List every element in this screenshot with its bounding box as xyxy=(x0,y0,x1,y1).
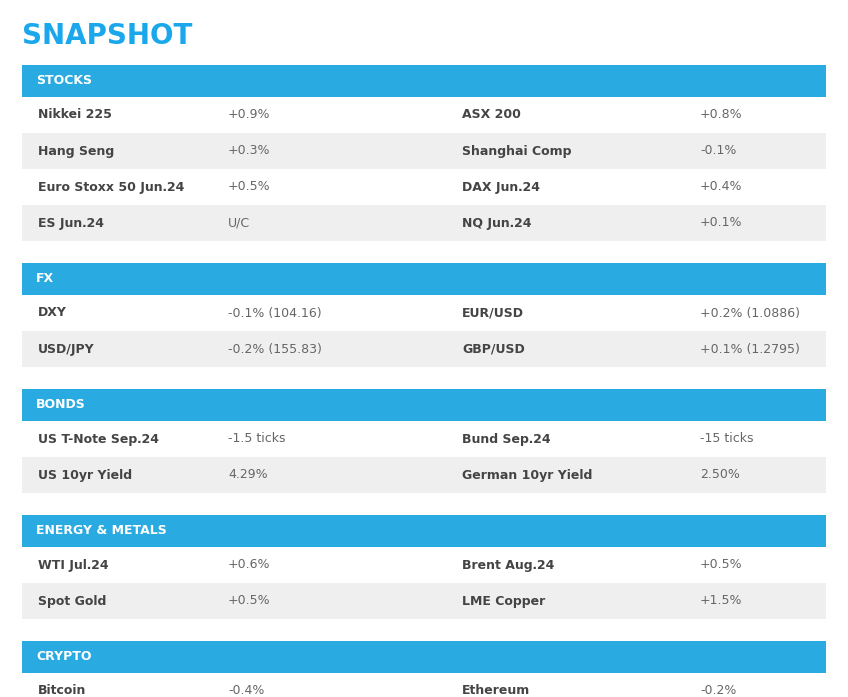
Text: WTI Jul․24: WTI Jul․24 xyxy=(38,558,109,572)
Text: German 10yr Yield: German 10yr Yield xyxy=(462,468,593,482)
Text: US T-Note Sep․24: US T-Note Sep․24 xyxy=(38,433,159,445)
Bar xyxy=(22,169,826,205)
Text: 4.29%: 4.29% xyxy=(228,468,268,482)
Text: Euro Stoxx 50 Jun․24: Euro Stoxx 50 Jun․24 xyxy=(38,181,184,194)
Text: Ethereum: Ethereum xyxy=(462,684,530,697)
Text: +0.3%: +0.3% xyxy=(228,144,271,158)
Text: -15 ticks: -15 ticks xyxy=(700,433,754,445)
Text: CRYPTO: CRYPTO xyxy=(36,650,92,664)
Bar xyxy=(22,263,826,295)
Text: -1.5 ticks: -1.5 ticks xyxy=(228,433,286,445)
Text: Shanghai Comp: Shanghai Comp xyxy=(462,144,572,158)
Text: -0.2%: -0.2% xyxy=(700,684,736,697)
Bar xyxy=(22,547,826,583)
Bar xyxy=(22,389,826,421)
Text: Brent Aug․24: Brent Aug․24 xyxy=(462,558,555,572)
Text: +0.1% (1.2795): +0.1% (1.2795) xyxy=(700,342,800,355)
Bar xyxy=(22,331,826,367)
Text: +1.5%: +1.5% xyxy=(700,595,743,608)
Text: -0.2% (155.83): -0.2% (155.83) xyxy=(228,342,322,355)
Text: SNAPSHOT: SNAPSHOT xyxy=(22,22,192,50)
Text: ASX 200: ASX 200 xyxy=(462,109,521,121)
Text: +0.5%: +0.5% xyxy=(228,181,271,194)
Text: GBP/USD: GBP/USD xyxy=(462,342,525,355)
Bar xyxy=(22,295,826,331)
Text: Nikkei 225: Nikkei 225 xyxy=(38,109,112,121)
Text: U/C: U/C xyxy=(228,217,250,229)
Text: +0.5%: +0.5% xyxy=(228,595,271,608)
Text: Bund Sep․24: Bund Sep․24 xyxy=(462,433,550,445)
Bar xyxy=(22,65,826,97)
Bar xyxy=(22,97,826,133)
Bar xyxy=(22,457,826,493)
Text: EUR/USD: EUR/USD xyxy=(462,307,524,319)
Text: DXY: DXY xyxy=(38,307,67,319)
Text: +0.1%: +0.1% xyxy=(700,217,743,229)
Text: 2.50%: 2.50% xyxy=(700,468,739,482)
Text: Spot Gold: Spot Gold xyxy=(38,595,106,608)
Text: LME Copper: LME Copper xyxy=(462,595,545,608)
Bar xyxy=(22,515,826,547)
Text: +0.4%: +0.4% xyxy=(700,181,743,194)
Text: Hang Seng: Hang Seng xyxy=(38,144,114,158)
Text: +0.6%: +0.6% xyxy=(228,558,271,572)
Text: Bitcoin: Bitcoin xyxy=(38,684,86,697)
Bar xyxy=(22,641,826,673)
Text: +0.2% (1.0886): +0.2% (1.0886) xyxy=(700,307,800,319)
Bar xyxy=(22,133,826,169)
Text: ES Jun․24: ES Jun․24 xyxy=(38,217,104,229)
Text: DAX Jun․24: DAX Jun․24 xyxy=(462,181,540,194)
Text: ENERGY & METALS: ENERGY & METALS xyxy=(36,525,167,537)
Text: STOCKS: STOCKS xyxy=(36,75,92,88)
Text: -0.1% (104.16): -0.1% (104.16) xyxy=(228,307,321,319)
Text: +0.8%: +0.8% xyxy=(700,109,743,121)
Bar xyxy=(22,583,826,619)
Text: +0.9%: +0.9% xyxy=(228,109,271,121)
Bar xyxy=(22,421,826,457)
Text: US 10yr Yield: US 10yr Yield xyxy=(38,468,132,482)
Text: +0.5%: +0.5% xyxy=(700,558,743,572)
Text: BONDS: BONDS xyxy=(36,399,86,411)
Text: NQ Jun․24: NQ Jun․24 xyxy=(462,217,532,229)
Bar xyxy=(22,205,826,241)
Text: USD/JPY: USD/JPY xyxy=(38,342,95,355)
Text: -0.4%: -0.4% xyxy=(228,684,265,697)
Bar xyxy=(22,673,826,697)
Text: -0.1%: -0.1% xyxy=(700,144,736,158)
Text: FX: FX xyxy=(36,273,54,286)
